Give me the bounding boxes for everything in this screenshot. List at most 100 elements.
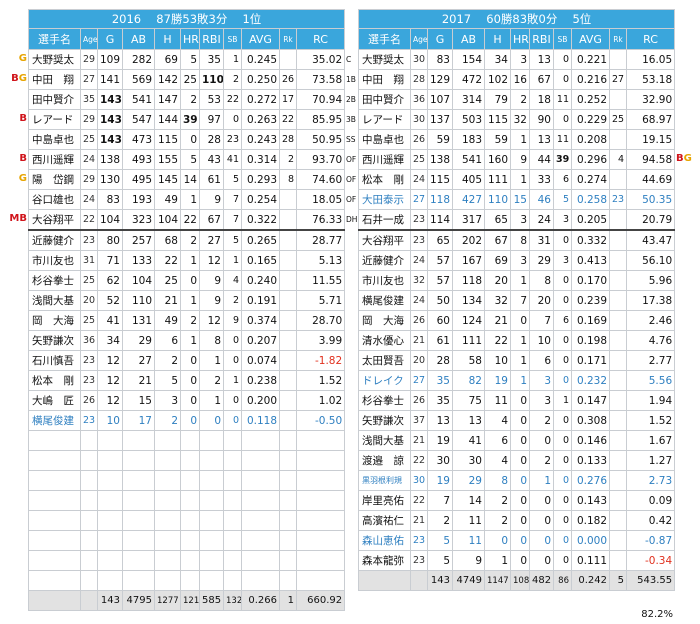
empty-cell [279, 430, 297, 451]
total-ab: 4749 [452, 570, 485, 591]
stat-h: 32 [484, 290, 511, 311]
stat-avg: 0.254 [241, 189, 280, 210]
player-name: 西川遥輝 [28, 149, 81, 170]
stat-hr: 1 [180, 250, 200, 271]
stat-h: 59 [484, 129, 511, 150]
player-row: 横尾俊建 24 50 134 32 7 20 0 0.239 17.38 [358, 290, 676, 311]
player-name: 岡 大海 [28, 310, 81, 331]
stat-rbi: 53 [199, 89, 224, 110]
empty-cell [223, 430, 242, 451]
stat-rbi: 97 [199, 109, 224, 130]
stat-rbi: 0 [529, 510, 554, 531]
stat-hr: 1 [180, 330, 200, 351]
player-name: 西川遥輝 [358, 149, 411, 170]
player-row: 西川遥輝 25 138 541 160 9 44 39 0.296 4 94.58 [358, 149, 676, 170]
stat-g: 83 [97, 189, 123, 210]
stat-sb: 41 [223, 149, 242, 170]
player-age: 37 [410, 410, 428, 431]
player-age: 22 [410, 450, 428, 471]
stat-sb: 6 [553, 169, 572, 190]
stat-hr: 22 [180, 209, 200, 231]
award-mark: BG [676, 153, 692, 164]
column-header: AVG [571, 28, 610, 50]
stat-rk: 4 [609, 149, 627, 170]
column-header: SB [223, 28, 242, 50]
player-name: 谷口雄也 [28, 189, 81, 210]
stat-h: 2 [484, 490, 511, 511]
stat-rbi: 24 [529, 209, 554, 231]
total-g: 143 [427, 570, 453, 591]
stat-ab: 27 [122, 350, 155, 371]
total-rc: 543.55 [625, 570, 676, 591]
stat-hr: 39 [180, 109, 200, 130]
player-name: 石川慎吾 [28, 350, 81, 371]
stat-hr: 1 [510, 129, 530, 150]
stat-g: 30 [427, 450, 453, 471]
stat-rk [609, 470, 627, 491]
stat-sb: 0 [553, 350, 572, 371]
stat-g: 57 [427, 270, 453, 291]
player-age: 22 [410, 490, 428, 511]
empty-cell [122, 470, 155, 491]
empty-cell [154, 510, 181, 531]
player-row: 杉谷拳士 26 35 75 11 0 3 1 0.147 1.94 [358, 390, 676, 411]
stat-h: 21 [154, 290, 181, 311]
stat-rbi: 7 [529, 310, 554, 331]
stat-avg: 0.374 [241, 310, 280, 331]
stat-rc: 17.38 [625, 290, 676, 311]
empty-cell [154, 430, 181, 451]
position-label: 1B [346, 74, 356, 84]
empty-cell [295, 430, 346, 451]
stat-rc: 68.97 [625, 109, 676, 130]
stat-rk: 25 [609, 109, 627, 130]
empty-cell [223, 490, 242, 511]
stat-rk [279, 310, 297, 331]
stat-rk [609, 530, 627, 551]
empty-cell [241, 470, 280, 491]
stat-avg: 0.314 [241, 149, 280, 170]
player-row: 松本 剛 23 12 21 5 0 2 1 0.238 1.52 [28, 370, 346, 391]
empty-cell [279, 510, 297, 531]
total-h: 1277 [154, 590, 181, 611]
stat-hr: 32 [510, 109, 530, 130]
empty-row [28, 430, 346, 451]
player-name: レアード [358, 109, 411, 130]
stat-avg: 0.216 [571, 69, 610, 90]
stat-ab: 21 [122, 370, 155, 391]
empty-cell [199, 470, 224, 491]
stat-sb: 6 [553, 310, 572, 331]
stat-sb: 3 [553, 250, 572, 271]
stat-hr: 1 [510, 370, 530, 391]
stat-ab: 473 [122, 129, 155, 150]
stat-rk [609, 550, 627, 571]
player-row: 浅間大基 21 19 41 6 0 0 0 0.146 1.67 [358, 430, 676, 451]
player-name: 陽 岱鋼 [28, 169, 81, 190]
stat-rk [609, 290, 627, 311]
stat-hr: 0 [510, 450, 530, 471]
player-age: 36 [410, 89, 428, 110]
stat-rc: -0.34 [625, 550, 676, 571]
stat-sb: 1 [223, 49, 242, 70]
stat-sb: 0 [553, 510, 572, 531]
award-mark: G [19, 53, 27, 64]
player-row: 田中賢介 35 143 541 147 2 53 22 0.272 17 70.94 [28, 89, 346, 110]
stat-h: 4 [484, 450, 511, 471]
stat-g: 71 [97, 250, 123, 271]
stat-hr: 0 [510, 410, 530, 431]
stat-h: 22 [484, 330, 511, 351]
totals-blank [80, 590, 98, 611]
player-age: 32 [410, 270, 428, 291]
player-name: 黒羽根利規 [358, 470, 411, 491]
award-mark: B [19, 113, 27, 124]
empty-cell [180, 450, 200, 471]
stat-g: 80 [97, 229, 123, 251]
player-row: 森山恵佑 23 5 11 0 0 0 0 0.000 -0.87 [358, 530, 676, 551]
stat-avg: 0.272 [241, 89, 280, 110]
total-rbi: 585 [199, 590, 224, 611]
player-name: 大田泰示 [358, 189, 411, 210]
empty-cell [180, 530, 200, 551]
stat-rc: 44.69 [625, 169, 676, 190]
player-age: 20 [80, 290, 98, 311]
stat-sb: 0 [553, 530, 572, 551]
stat-rk: 2 [279, 149, 297, 170]
